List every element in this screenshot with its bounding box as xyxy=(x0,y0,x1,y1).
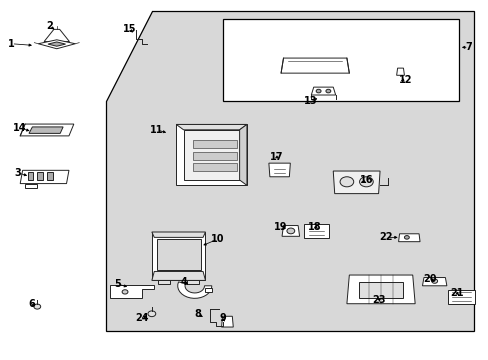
Text: 9: 9 xyxy=(219,313,225,323)
Polygon shape xyxy=(176,125,246,130)
Polygon shape xyxy=(105,12,473,330)
Polygon shape xyxy=(282,226,299,236)
Text: 7: 7 xyxy=(465,42,471,52)
Bar xyxy=(193,163,237,171)
Polygon shape xyxy=(221,316,233,327)
Polygon shape xyxy=(29,127,63,134)
Circle shape xyxy=(431,279,437,283)
Text: 1: 1 xyxy=(8,39,15,49)
Circle shape xyxy=(339,177,353,187)
Circle shape xyxy=(325,89,330,93)
Bar xyxy=(157,239,200,270)
Polygon shape xyxy=(20,124,74,136)
Bar xyxy=(158,280,169,284)
Polygon shape xyxy=(152,232,205,280)
Polygon shape xyxy=(152,232,205,237)
Bar xyxy=(358,282,402,298)
Text: 17: 17 xyxy=(269,152,283,162)
Circle shape xyxy=(286,228,294,234)
Circle shape xyxy=(359,177,372,187)
Polygon shape xyxy=(447,290,474,304)
Text: 8: 8 xyxy=(194,310,201,319)
Polygon shape xyxy=(396,68,404,75)
Polygon shape xyxy=(398,234,419,242)
Text: 11: 11 xyxy=(150,125,163,135)
Polygon shape xyxy=(48,42,65,46)
Text: 5: 5 xyxy=(114,279,121,289)
Text: 12: 12 xyxy=(398,75,411,85)
Text: 4: 4 xyxy=(180,277,186,287)
Polygon shape xyxy=(38,40,75,49)
Bar xyxy=(47,172,53,180)
Text: 14: 14 xyxy=(13,123,26,133)
Circle shape xyxy=(316,89,321,93)
Polygon shape xyxy=(304,224,328,238)
Bar xyxy=(193,140,237,148)
Text: 18: 18 xyxy=(308,222,322,231)
Polygon shape xyxy=(44,30,69,41)
Polygon shape xyxy=(25,184,37,188)
Polygon shape xyxy=(20,170,69,184)
Polygon shape xyxy=(332,171,379,194)
Circle shape xyxy=(404,235,408,239)
Polygon shape xyxy=(110,285,154,298)
Text: 23: 23 xyxy=(371,295,385,305)
Text: 16: 16 xyxy=(359,175,372,185)
Text: 10: 10 xyxy=(210,234,224,244)
Circle shape xyxy=(34,304,41,309)
Polygon shape xyxy=(183,130,239,180)
Polygon shape xyxy=(178,282,211,298)
Bar xyxy=(187,280,199,284)
Polygon shape xyxy=(311,87,335,95)
Text: 3: 3 xyxy=(14,168,21,178)
Circle shape xyxy=(148,311,156,317)
Bar xyxy=(27,172,33,180)
Polygon shape xyxy=(204,288,211,292)
Polygon shape xyxy=(346,275,414,304)
Text: 15: 15 xyxy=(123,24,136,35)
Polygon shape xyxy=(281,58,348,73)
Text: 13: 13 xyxy=(303,96,316,106)
Bar xyxy=(37,172,43,180)
Text: 20: 20 xyxy=(422,274,436,284)
Polygon shape xyxy=(422,278,446,286)
Polygon shape xyxy=(152,271,205,280)
Text: 22: 22 xyxy=(378,232,392,242)
Circle shape xyxy=(122,290,128,294)
Text: 21: 21 xyxy=(449,288,463,298)
Text: 19: 19 xyxy=(274,222,287,231)
Polygon shape xyxy=(176,125,246,185)
Text: 6: 6 xyxy=(28,299,35,309)
Text: 2: 2 xyxy=(46,21,53,31)
Text: 24: 24 xyxy=(135,313,148,323)
Polygon shape xyxy=(268,163,290,177)
Bar xyxy=(193,152,237,159)
Bar xyxy=(222,19,458,101)
Polygon shape xyxy=(239,125,246,185)
